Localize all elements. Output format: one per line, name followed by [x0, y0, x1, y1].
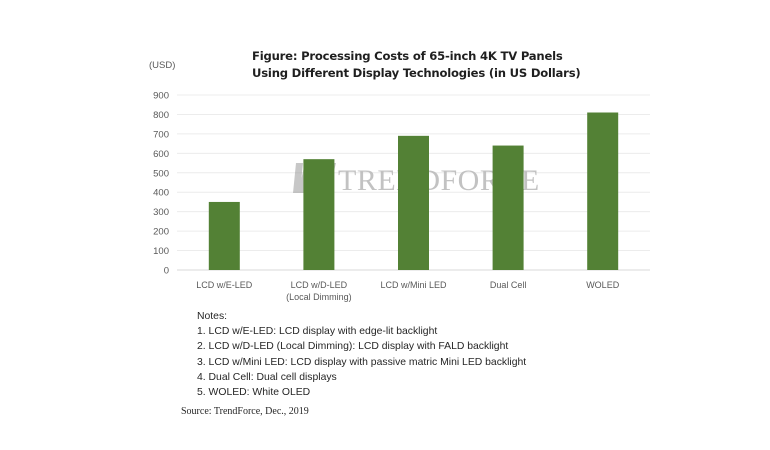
y-tick-label: 100 — [153, 246, 169, 257]
y-tick-label: 400 — [153, 188, 169, 199]
y-tick-label: 500 — [153, 168, 169, 179]
x-category-label: WOLED — [586, 280, 620, 290]
chart-title-line-2: Using Different Display Technologies (in… — [252, 66, 581, 80]
note-item: 3. LCD w/Mini LED: LCD display with pass… — [197, 356, 527, 368]
note-item: 4. Dual Cell: Dual cell displays — [197, 371, 337, 383]
y-tick-label: 800 — [153, 110, 169, 121]
bar — [492, 145, 524, 270]
bar — [587, 112, 619, 270]
bar — [303, 159, 335, 270]
y-tick-label: 700 — [153, 129, 169, 140]
note-item: 2. LCD w/D-LED (Local Dimming): LCD disp… — [197, 341, 509, 353]
y-tick-label: 900 — [153, 91, 169, 102]
bar — [398, 135, 429, 270]
y-tick-label: 0 — [164, 266, 169, 277]
chart-title-line-1: Figure: Processing Costs of 65-inch 4K T… — [252, 49, 563, 63]
y-tick-label: 200 — [153, 227, 169, 238]
x-category-label: (Local Dimming) — [286, 292, 352, 302]
y-tick-label: 600 — [153, 149, 169, 160]
bar — [208, 201, 240, 270]
y-axis-unit-label: (USD) — [149, 60, 176, 71]
x-category-label: LCD w/E-LED — [196, 280, 253, 290]
y-axis-ticks: 0 100 200 300 400 500 600 700 800 900 — [153, 91, 169, 277]
source-note: Source: TrendForce, Dec., 2019 — [181, 406, 309, 417]
bars — [208, 112, 619, 270]
y-tick-label: 300 — [153, 207, 169, 218]
note-item: 5. WOLED: White OLED — [197, 387, 311, 399]
notes-section: Notes: 1. LCD w/E-LED: LCD display with … — [197, 309, 526, 400]
note-item: 1. LCD w/E-LED: LCD display with edge-li… — [197, 326, 438, 338]
notes-heading: Notes: — [197, 311, 228, 322]
x-axis-category-labels: LCD w/E-LED LCD w/D-LED (Local Dimming) LCD… — [196, 280, 619, 302]
x-category-label: Dual Cell — [490, 280, 527, 290]
x-category-label: LCD w/D-LED — [291, 280, 348, 290]
x-category-label: LCD w/Mini LED — [380, 280, 447, 290]
chart-title: Figure: Processing Costs of 65-inch 4K T… — [252, 48, 581, 82]
